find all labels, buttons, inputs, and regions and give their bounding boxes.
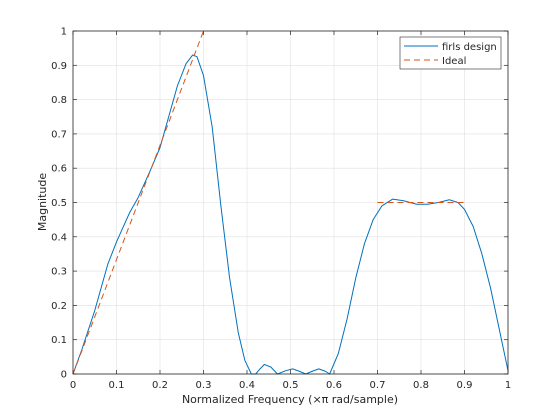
y-tick-label: 0.8 xyxy=(51,95,67,106)
x-tick-label: 0.3 xyxy=(196,380,212,391)
x-tick-label: 0.9 xyxy=(457,380,473,391)
x-tick-label: 0.5 xyxy=(283,380,299,391)
y-tick-label: 0.5 xyxy=(51,198,67,209)
tick-marks xyxy=(72,30,509,375)
x-tick-label: 1 xyxy=(505,380,511,391)
x-tick-label: 0.8 xyxy=(413,380,429,391)
y-tick-label: 0.3 xyxy=(51,267,67,278)
x-tick-label: 0.4 xyxy=(239,380,255,391)
y-tick-label: 0.4 xyxy=(51,232,67,243)
x-axis-title: Normalized Frequency (×π rad/sample) xyxy=(182,393,398,406)
y-axis-title: Magnitude xyxy=(36,173,49,232)
series-line-firls-design xyxy=(72,54,509,375)
x-tick-labels: 0 0.1 0.2 0.3 0.4 0.5 0.6 0.7 0.8 0.9 1 xyxy=(70,380,511,391)
x-tick-label: 0.7 xyxy=(370,380,386,391)
y-tick-label: 0.9 xyxy=(51,61,67,72)
x-tick-label: 0 xyxy=(70,380,76,391)
series-layer xyxy=(72,30,509,375)
y-tick-label: 0.6 xyxy=(51,164,67,175)
x-tick-label: 0.1 xyxy=(109,380,125,391)
y-tick-label: 0.1 xyxy=(51,335,67,346)
series-line-ideal xyxy=(72,30,204,375)
y-tick-labels: 0 0.1 0.2 0.3 0.4 0.5 0.6 0.7 0.8 0.9 1 xyxy=(51,27,67,381)
legend-box xyxy=(399,36,502,70)
y-tick-label: 1 xyxy=(61,27,67,38)
y-tick-label: 0.2 xyxy=(51,301,67,312)
legend: firls design Ideal xyxy=(399,36,502,70)
y-tick-label: 0 xyxy=(61,370,67,381)
y-tick-label: 0.7 xyxy=(51,129,67,140)
legend-label-firls-design: firls design xyxy=(442,42,497,53)
x-tick-label: 0.2 xyxy=(152,380,168,391)
legend-label-ideal: Ideal xyxy=(442,56,466,67)
x-tick-label: 0.6 xyxy=(326,380,342,391)
